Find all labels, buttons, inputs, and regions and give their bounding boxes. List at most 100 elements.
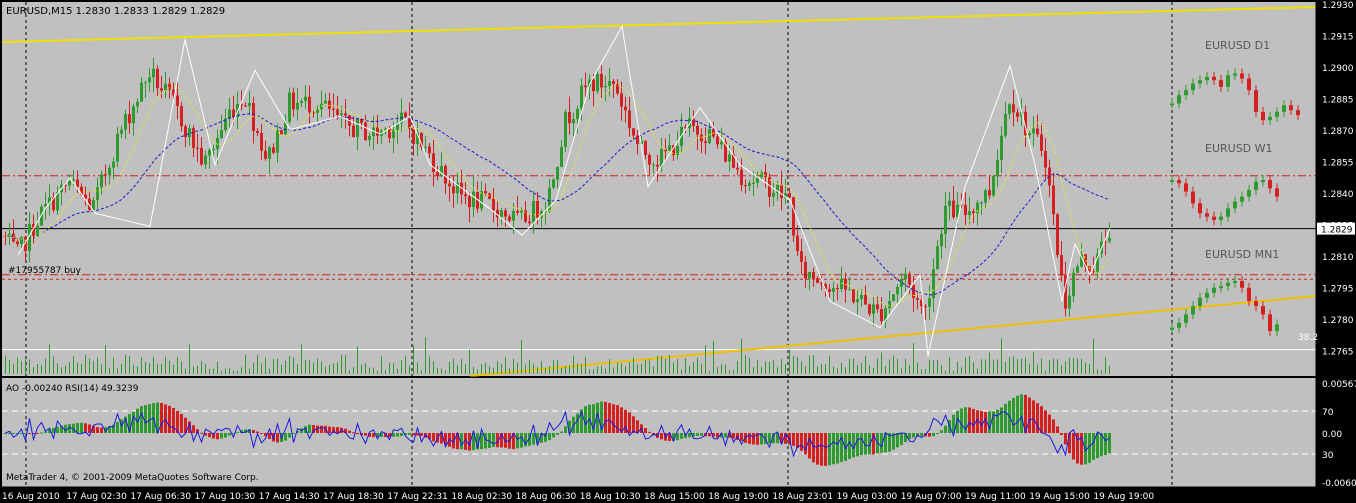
ao-bar [668, 433, 671, 441]
ao-bar [344, 428, 347, 433]
mini-candle-body [1184, 183, 1188, 192]
candle-body [436, 171, 439, 176]
ao-bar [480, 433, 483, 450]
ao-bar [128, 413, 131, 433]
candle-body [516, 210, 519, 213]
candle-body [200, 147, 203, 165]
ao-bar [476, 433, 479, 450]
mini-candle-body [1254, 301, 1258, 307]
candle-body [604, 85, 607, 88]
mini-candle-body [1219, 80, 1223, 87]
ao-bar [440, 433, 443, 444]
candle-body [892, 294, 895, 302]
candle-body [220, 130, 223, 138]
candle-body [1016, 112, 1019, 117]
ao-bar [732, 433, 735, 439]
ao-bar [40, 432, 43, 434]
candle-body [84, 194, 87, 199]
candle-body [784, 193, 787, 199]
mini-candle-body [1240, 281, 1244, 288]
candle-body [244, 105, 247, 107]
price-tick-label: 1.2915 [1322, 33, 1354, 43]
candle-body [1024, 111, 1027, 136]
ao-bar [1060, 433, 1063, 436]
price-pane[interactable] [2, 2, 1316, 376]
candle-body [488, 193, 491, 199]
candle-body [500, 210, 503, 218]
candle-body [44, 204, 47, 207]
ao-bar [24, 433, 27, 434]
candle-body [452, 186, 455, 194]
mini-chart-1: EURUSD W1 [1170, 142, 1279, 225]
candle-body [760, 172, 763, 178]
ao-bar [792, 433, 795, 446]
candle-body [16, 241, 19, 245]
ao-bar [28, 433, 31, 434]
candle-body [120, 129, 123, 134]
ao-bar [432, 433, 435, 442]
ao-bar [988, 411, 991, 433]
ao-bar [32, 433, 35, 434]
ao-bar [804, 433, 807, 455]
candle-body [544, 211, 547, 213]
ao-bar [1084, 433, 1087, 465]
candle-body [1028, 133, 1031, 136]
candle-body [352, 125, 355, 138]
ao-bar [1028, 397, 1031, 433]
candle-body [548, 187, 551, 212]
ao-bar [284, 433, 287, 441]
ao-bar [748, 433, 751, 444]
candle-body [820, 282, 823, 285]
ao-bar [980, 411, 983, 433]
rsi-line [5, 410, 1110, 458]
candle-body [1056, 214, 1059, 256]
upper-channel-line [1, 6, 1317, 43]
mini-candle-body [1247, 78, 1251, 91]
candle-body [192, 128, 195, 148]
price-tick-label: 1.2930 [1322, 1, 1354, 11]
ao-bar [352, 432, 355, 434]
candle-body [480, 191, 483, 209]
mini-candle-body [1177, 322, 1181, 328]
candle-body [208, 149, 211, 156]
candle-body [528, 221, 531, 224]
candle-body [1052, 185, 1055, 215]
candle-body [384, 128, 387, 131]
time-tick-label: 19 Aug 15:00 [1029, 492, 1090, 502]
candle-body [940, 233, 943, 247]
candle-body [108, 167, 111, 176]
ao-bar [860, 433, 863, 456]
candle-body [644, 140, 647, 155]
candle-body [692, 118, 695, 126]
ao-bar [192, 425, 195, 433]
time-tick-label: 17 Aug 14:30 [259, 492, 320, 502]
candle-body [780, 184, 783, 199]
ao-bar [124, 416, 127, 433]
candle-body [248, 102, 251, 107]
candle-body [524, 210, 527, 222]
candle-body [720, 141, 723, 145]
mini-candle-body [1233, 73, 1237, 76]
mini-candle-body [1275, 111, 1279, 117]
ao-bar [484, 433, 487, 449]
candle-body [48, 197, 51, 205]
candle-body [284, 121, 287, 135]
candle-body [864, 294, 867, 305]
ao-bar [932, 433, 935, 437]
symbol-header: EURUSD,M15 1.2830 1.2833 1.2829 1.2829 [6, 6, 225, 17]
ao-bar [72, 423, 75, 433]
ao-bar [188, 421, 191, 433]
ao-bar [444, 433, 447, 445]
ao-bar [556, 433, 559, 435]
ao-bar [168, 405, 171, 433]
candle-body [684, 127, 687, 129]
ao-bar [812, 433, 815, 463]
lower-channel-line [469, 295, 1317, 377]
candle-body [156, 68, 159, 89]
ao-bar [580, 409, 583, 433]
mini-candle-body [1219, 216, 1223, 220]
order-label: #17955787 buy [8, 266, 82, 276]
candle-body [40, 206, 43, 226]
